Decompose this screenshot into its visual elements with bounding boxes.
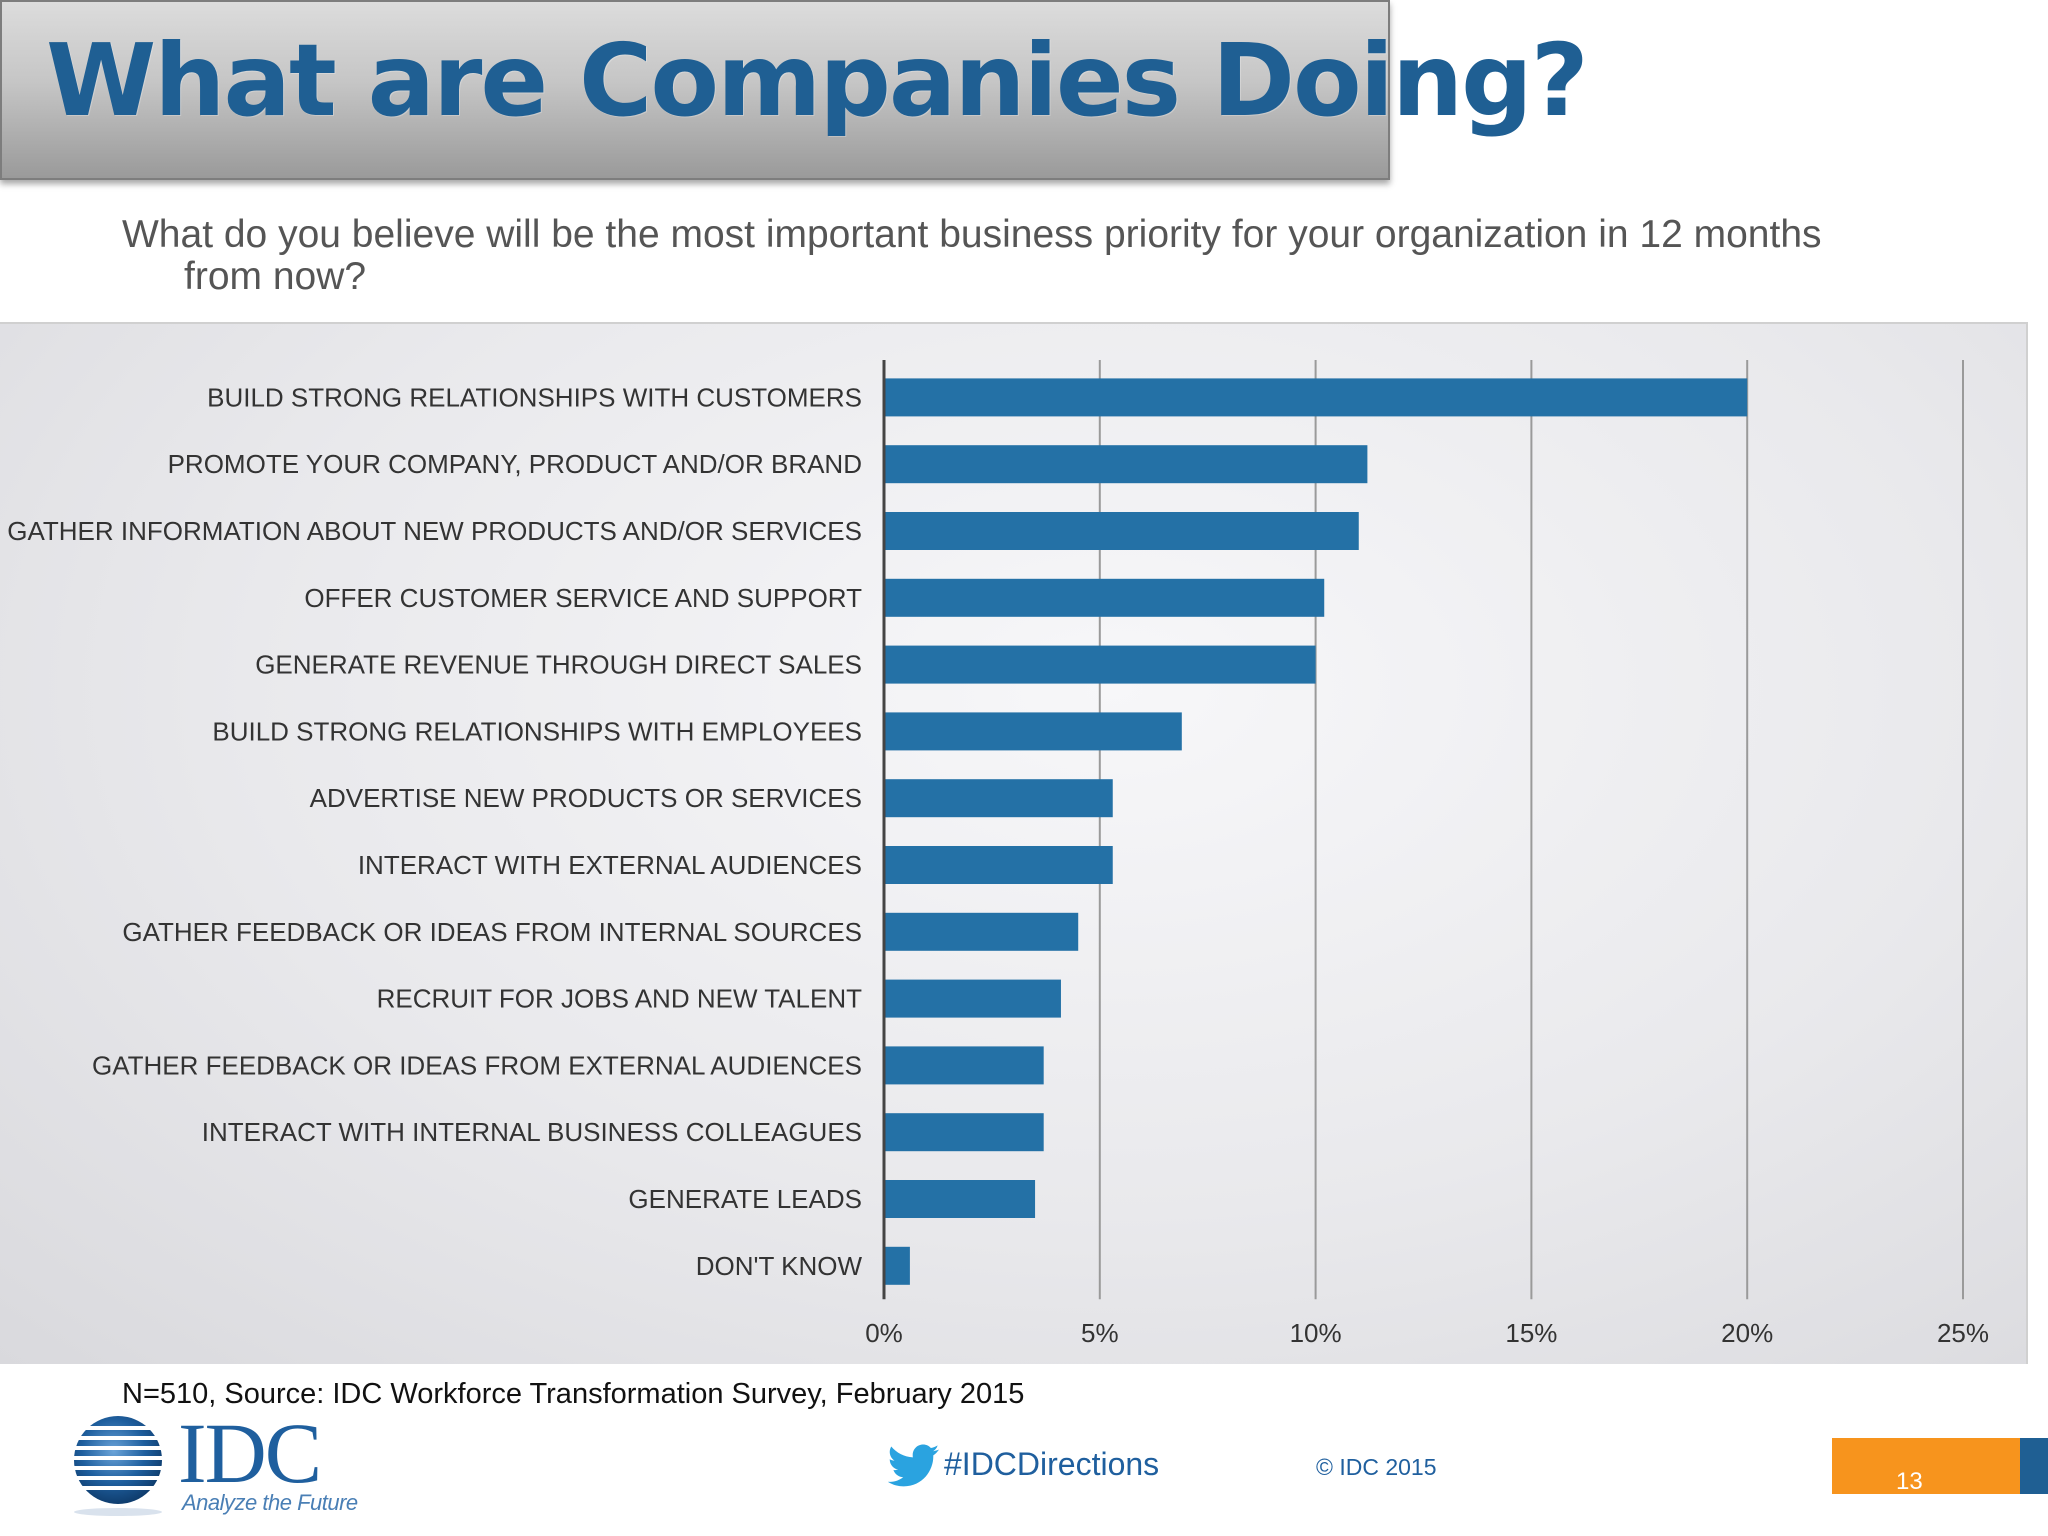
copyright: © IDC 2015 — [1316, 1454, 1437, 1480]
hashtag-link[interactable]: #IDCDirections — [944, 1446, 1160, 1482]
category-label: BUILD STRONG RELATIONSHIPS WITH CUSTOMER… — [207, 382, 862, 412]
bar-chart: BUILD STRONG RELATIONSHIPS WITH CUSTOMER… — [7, 360, 1989, 1348]
survey-question-line2: from now? — [184, 255, 367, 298]
category-label: OFFER CUSTOMER SERVICE AND SUPPORT — [304, 583, 862, 613]
idc-tagline: Analyze the Future — [182, 1490, 358, 1515]
idc-globe-logo-icon — [66, 1416, 170, 1516]
survey-question-line1: What do you believe will be the most imp… — [122, 213, 1822, 256]
category-label: BUILD STRONG RELATIONSHIPS WITH EMPLOYEE… — [212, 716, 862, 746]
category-label: ADVERTISE NEW PRODUCTS OR SERVICES — [310, 783, 862, 813]
bar — [884, 645, 1316, 684]
bar — [884, 578, 1325, 617]
x-tick-label: 0% — [865, 1318, 903, 1348]
bar — [884, 779, 1113, 818]
title-banner: What are Companies Doing? — [0, 0, 1589, 180]
category-label: GENERATE REVENUE THROUGH DIRECT SALES — [255, 650, 862, 680]
page-title: What are Companies Doing? — [46, 22, 1589, 139]
category-label: INTERACT WITH INTERNAL BUSINESS COLLEAGU… — [202, 1117, 862, 1147]
survey-question: What do you believe will be the most imp… — [60, 214, 1922, 298]
chart-panel: BUILD STRONG RELATIONSHIPS WITH CUSTOMER… — [0, 322, 2028, 1364]
category-label: INTERACT WITH EXTERNAL AUDIENCES — [358, 850, 862, 880]
category-label: GATHER INFORMATION ABOUT NEW PRODUCTS AN… — [7, 516, 862, 546]
bar — [884, 1246, 910, 1285]
bar — [884, 846, 1113, 884]
source-note: N=510, Source: IDC Workforce Transformat… — [122, 1378, 1025, 1410]
bar — [884, 1046, 1044, 1085]
page-number-box — [1832, 1438, 2020, 1494]
bar — [884, 979, 1061, 1018]
bar — [884, 445, 1368, 484]
category-label: GENERATE LEADS — [628, 1184, 862, 1214]
idc-wordmark: IDC — [178, 1405, 322, 1501]
category-label: DON'T KNOW — [696, 1251, 863, 1281]
x-tick-label: 25% — [1937, 1318, 1989, 1348]
bar — [884, 512, 1359, 550]
category-label: PROMOTE YOUR COMPANY, PRODUCT AND/OR BRA… — [168, 449, 862, 479]
bar — [884, 1113, 1044, 1152]
x-tick-label: 15% — [1505, 1318, 1557, 1348]
category-label: RECRUIT FOR JOBS AND NEW TALENT — [377, 984, 863, 1014]
category-label: GATHER FEEDBACK OR IDEAS FROM EXTERNAL A… — [92, 1050, 862, 1080]
page-number-accent — [2020, 1438, 2048, 1494]
page-number: 13 — [1896, 1468, 1923, 1495]
category-label: GATHER FEEDBACK OR IDEAS FROM INTERNAL S… — [122, 917, 862, 947]
x-tick-label: 5% — [1081, 1318, 1119, 1348]
x-tick-label: 10% — [1290, 1318, 1342, 1348]
x-tick-label: 20% — [1721, 1318, 1773, 1348]
bar — [884, 378, 1748, 417]
twitter-bird-icon — [888, 1444, 940, 1487]
bar — [884, 1180, 1036, 1218]
bar — [884, 912, 1079, 951]
bar — [884, 712, 1182, 751]
